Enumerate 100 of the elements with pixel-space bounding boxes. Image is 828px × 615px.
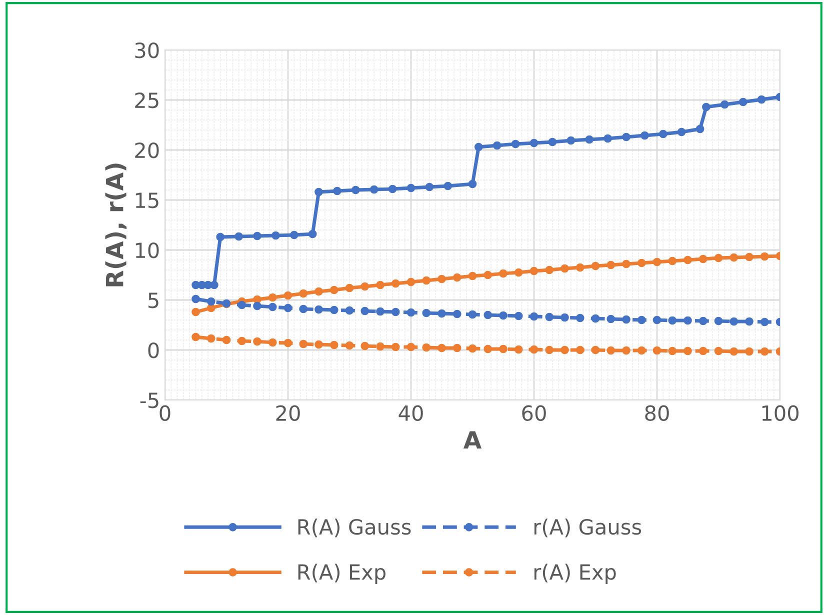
point bbox=[760, 252, 769, 261]
point bbox=[730, 347, 738, 356]
legend-label: R(A) Gauss bbox=[298, 518, 411, 538]
point bbox=[545, 266, 554, 274]
y-tick-label: 0 bbox=[148, 342, 159, 358]
point bbox=[210, 280, 218, 290]
point bbox=[499, 311, 508, 320]
point bbox=[330, 306, 338, 314]
y-tick-label: 5 bbox=[148, 292, 158, 308]
point bbox=[422, 276, 431, 285]
point bbox=[514, 345, 523, 354]
point bbox=[192, 294, 200, 304]
point bbox=[253, 232, 262, 240]
point bbox=[253, 337, 262, 346]
point bbox=[206, 334, 216, 343]
point bbox=[391, 308, 400, 316]
point bbox=[268, 302, 277, 312]
point bbox=[714, 316, 723, 326]
point bbox=[696, 124, 704, 134]
point bbox=[684, 346, 692, 356]
point bbox=[604, 134, 612, 143]
point bbox=[668, 346, 677, 356]
point bbox=[474, 142, 483, 152]
point bbox=[652, 316, 662, 324]
point bbox=[468, 344, 477, 353]
y-tick-label: 15 bbox=[136, 192, 158, 208]
point bbox=[606, 314, 616, 324]
point bbox=[299, 304, 308, 314]
point bbox=[560, 346, 569, 354]
y-tick-label: -5 bbox=[140, 392, 158, 408]
point bbox=[499, 269, 508, 278]
point bbox=[745, 252, 754, 262]
y-tick-label: 20 bbox=[135, 142, 159, 158]
point bbox=[468, 272, 477, 280]
point bbox=[560, 313, 569, 322]
point bbox=[760, 347, 769, 356]
point bbox=[314, 188, 323, 196]
point bbox=[484, 344, 492, 354]
point bbox=[484, 270, 492, 280]
y-axis-title: R(A), r(A) bbox=[105, 164, 127, 286]
point bbox=[591, 262, 600, 270]
point bbox=[668, 256, 677, 266]
point bbox=[406, 342, 416, 352]
point bbox=[351, 186, 360, 194]
point bbox=[698, 346, 708, 356]
point bbox=[216, 232, 225, 242]
point bbox=[606, 260, 616, 270]
point bbox=[606, 346, 616, 355]
point bbox=[438, 344, 446, 352]
point bbox=[192, 332, 200, 342]
point bbox=[514, 312, 523, 320]
point bbox=[530, 138, 538, 148]
point bbox=[760, 318, 769, 326]
point bbox=[192, 308, 200, 316]
point bbox=[702, 102, 710, 112]
point bbox=[333, 186, 342, 196]
point bbox=[345, 341, 354, 350]
point bbox=[591, 314, 600, 323]
point bbox=[468, 180, 477, 188]
point bbox=[622, 346, 630, 355]
point bbox=[622, 260, 630, 268]
point bbox=[668, 316, 677, 325]
point bbox=[370, 185, 378, 194]
point bbox=[422, 308, 431, 318]
point bbox=[452, 310, 462, 318]
point bbox=[206, 297, 216, 306]
point bbox=[468, 310, 477, 319]
point bbox=[745, 347, 754, 356]
point bbox=[234, 232, 243, 241]
point bbox=[745, 317, 754, 326]
point bbox=[376, 342, 384, 351]
point bbox=[637, 316, 646, 324]
point bbox=[238, 336, 246, 346]
x-tick-label: 20 bbox=[276, 405, 300, 421]
point bbox=[452, 273, 462, 282]
point bbox=[360, 342, 370, 350]
point bbox=[314, 305, 323, 314]
point bbox=[566, 136, 576, 145]
point bbox=[637, 346, 646, 355]
point bbox=[222, 336, 231, 344]
point bbox=[591, 346, 600, 354]
point bbox=[314, 287, 323, 296]
point bbox=[530, 345, 538, 354]
point bbox=[576, 314, 584, 322]
point bbox=[330, 340, 338, 350]
x-axis-title: A bbox=[463, 431, 482, 449]
point bbox=[545, 312, 554, 322]
point bbox=[360, 282, 370, 291]
point bbox=[640, 131, 649, 140]
point bbox=[499, 344, 508, 354]
point bbox=[684, 316, 692, 325]
point bbox=[757, 95, 766, 104]
x-tick-label: 0 bbox=[160, 405, 170, 421]
point bbox=[484, 310, 492, 320]
point bbox=[530, 312, 538, 321]
point bbox=[720, 100, 729, 109]
legend-label: R(A) Exp bbox=[298, 564, 386, 584]
point bbox=[422, 343, 431, 352]
point bbox=[299, 289, 308, 298]
point bbox=[684, 256, 692, 264]
